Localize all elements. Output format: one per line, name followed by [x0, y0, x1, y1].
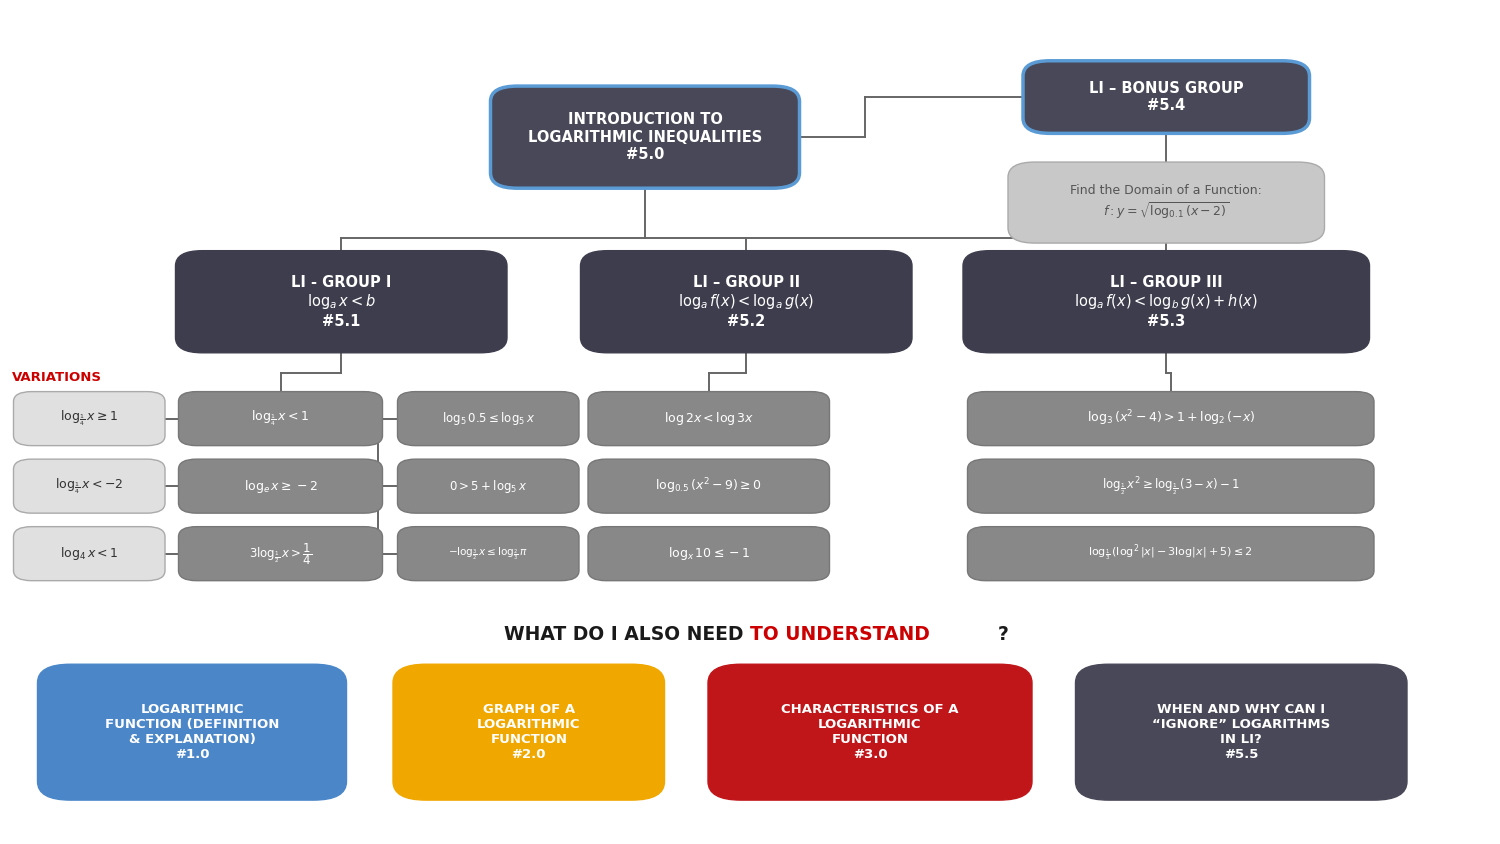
Text: $\log_{\frac{1}{4}} x < 1$: $\log_{\frac{1}{4}} x < 1$	[252, 409, 309, 428]
Text: LI – GROUP III
$\log_a f(x) < \log_b g(x) + h(x)$
#5.3: LI – GROUP III $\log_a f(x) < \log_b g(x…	[1074, 274, 1258, 329]
FancyBboxPatch shape	[398, 459, 579, 513]
Text: GRAPH OF A
LOGARITHMIC
FUNCTION
#2.0: GRAPH OF A LOGARITHMIC FUNCTION #2.0	[477, 703, 580, 761]
FancyBboxPatch shape	[178, 459, 382, 513]
FancyBboxPatch shape	[13, 459, 165, 513]
FancyBboxPatch shape	[13, 527, 165, 581]
Text: $\log_3(x^2 - 4) > 1 + \log_2(-x)$: $\log_3(x^2 - 4) > 1 + \log_2(-x)$	[1086, 408, 1256, 429]
FancyBboxPatch shape	[393, 664, 664, 800]
Text: $-\log_{\frac{3}{2}} x \leq \log_{\frac{2}{3}} \pi$: $-\log_{\frac{3}{2}} x \leq \log_{\frac{…	[448, 545, 528, 562]
FancyBboxPatch shape	[1076, 664, 1407, 800]
Text: ?: ?	[998, 625, 1008, 644]
FancyBboxPatch shape	[968, 392, 1374, 446]
FancyBboxPatch shape	[1023, 61, 1310, 133]
Text: INTRODUCTION TO
LOGARITHMIC INEQUALITIES
#5.0: INTRODUCTION TO LOGARITHMIC INEQUALITIES…	[528, 112, 762, 162]
Text: $\log_5 0.5 \leq \log_5 x$: $\log_5 0.5 \leq \log_5 x$	[441, 410, 536, 427]
Text: $\log_{\frac{1}{3}}(\log^2|x| - 3\log|x| + 5) \leq 2$: $\log_{\frac{1}{3}}(\log^2|x| - 3\log|x|…	[1089, 543, 1252, 565]
Text: CHARACTERISTICS OF A
LOGARITHMIC
FUNCTION
#3.0: CHARACTERISTICS OF A LOGARITHMIC FUNCTIO…	[782, 703, 958, 761]
Text: $\log 2x < \log 3x$: $\log 2x < \log 3x$	[663, 410, 754, 427]
Text: $3\log_{\frac{1}{2}} x > \dfrac{1}{4}$: $3\log_{\frac{1}{2}} x > \dfrac{1}{4}$	[249, 541, 312, 566]
FancyBboxPatch shape	[38, 664, 346, 800]
FancyBboxPatch shape	[968, 527, 1374, 581]
FancyBboxPatch shape	[398, 392, 579, 446]
Text: $\log_{\frac{1}{4}} x < -2$: $\log_{\frac{1}{4}} x < -2$	[56, 477, 123, 495]
Text: $\log_x 10 \leq -1$: $\log_x 10 \leq -1$	[668, 545, 750, 562]
Text: Find the Domain of a Function:
$f: y = \sqrt{\log_{0.1}(x-2)}$: Find the Domain of a Function: $f: y = \…	[1071, 184, 1262, 221]
Text: VARIATIONS: VARIATIONS	[12, 371, 102, 385]
FancyBboxPatch shape	[968, 459, 1374, 513]
Text: TO UNDERSTAND: TO UNDERSTAND	[750, 625, 930, 644]
FancyBboxPatch shape	[178, 527, 382, 581]
Text: LI - GROUP I
$\log_a x < b$
#5.1: LI - GROUP I $\log_a x < b$ #5.1	[291, 274, 392, 329]
Text: LI – GROUP II
$\log_a f(x) < \log_a g(x)$
#5.2: LI – GROUP II $\log_a f(x) < \log_a g(x)…	[678, 274, 814, 329]
Text: $0 > 5 + \log_5 x$: $0 > 5 + \log_5 x$	[448, 478, 528, 495]
FancyBboxPatch shape	[178, 392, 382, 446]
Text: LOGARITHMIC
FUNCTION (DEFINITION
& EXPLANATION)
#1.0: LOGARITHMIC FUNCTION (DEFINITION & EXPLA…	[105, 703, 279, 761]
FancyBboxPatch shape	[588, 527, 830, 581]
FancyBboxPatch shape	[963, 251, 1370, 353]
FancyBboxPatch shape	[13, 392, 165, 446]
Text: $\log_{0.5}(x^2 - 9) \geq 0$: $\log_{0.5}(x^2 - 9) \geq 0$	[656, 476, 762, 496]
FancyBboxPatch shape	[580, 251, 912, 353]
FancyBboxPatch shape	[398, 527, 579, 581]
Text: WHAT DO I ALSO NEED: WHAT DO I ALSO NEED	[504, 625, 750, 644]
Text: $\log_{\frac{1}{4}} x \geq 1$: $\log_{\frac{1}{4}} x \geq 1$	[60, 409, 118, 428]
FancyBboxPatch shape	[490, 86, 800, 188]
FancyBboxPatch shape	[176, 251, 507, 353]
FancyBboxPatch shape	[588, 392, 830, 446]
FancyBboxPatch shape	[1008, 162, 1324, 243]
Text: LI – BONUS GROUP
#5.4: LI – BONUS GROUP #5.4	[1089, 81, 1244, 113]
FancyBboxPatch shape	[708, 664, 1032, 800]
Text: WHEN AND WHY CAN I
“IGNORE” LOGARITHMS
IN LI?
#5.5: WHEN AND WHY CAN I “IGNORE” LOGARITHMS I…	[1152, 703, 1330, 761]
FancyBboxPatch shape	[588, 459, 830, 513]
Text: $\log_e x \geq -2$: $\log_e x \geq -2$	[243, 478, 318, 495]
Text: $\log_{\frac{1}{2}} x^2 \geq \log_{\frac{1}{2}}(3-x) - 1$: $\log_{\frac{1}{2}} x^2 \geq \log_{\frac…	[1101, 475, 1240, 497]
Text: $\log_4 x < 1$: $\log_4 x < 1$	[60, 545, 118, 562]
